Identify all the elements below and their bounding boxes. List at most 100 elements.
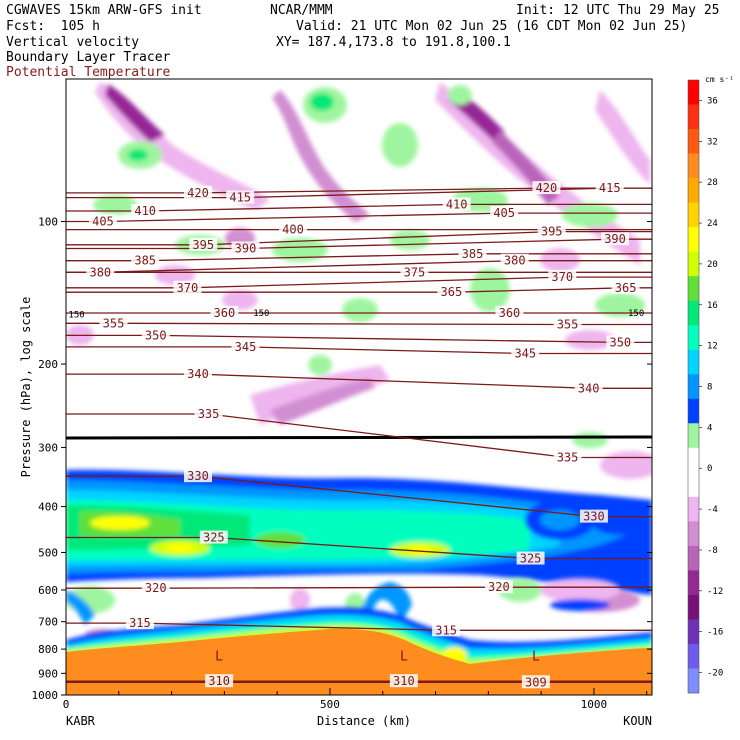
colorbar-swatch [688,545,699,571]
contour-label-bg [199,530,228,544]
contour-labels: 420 415 410 405 400 395 390 385 380 375 370 365 360 3… [68,181,644,689]
contour-label-bg [442,197,471,211]
theta-label: 350 [145,328,167,342]
colorbar-swatch [688,496,699,522]
updraft-cell [308,355,332,375]
theta-label: 375 [404,265,426,279]
downdraft-cell [540,578,620,602]
y-tick-label: 300 [38,441,58,454]
theta-label: 365 [615,281,637,295]
theta-contour [66,322,652,326]
downdraft-cell [600,451,652,479]
colorbar-swatch [688,570,699,596]
tracer-label: 150 [253,309,269,319]
theta-label: 345 [514,347,536,361]
colorbar-swatch [688,668,699,694]
theta-label: 309 [525,675,547,689]
updraft-core [165,544,195,552]
contour-label-bg [458,246,487,260]
contour-label-bg [389,674,418,688]
theta-label: 420 [187,186,209,200]
field-vertical-velocity: Vertical velocity [6,35,140,50]
y-tick-label: 700 [38,616,58,629]
downdraft-cell [222,290,258,310]
contour-label-bg [86,265,115,279]
theta-label: 320 [488,580,510,594]
updraft-core [310,93,334,111]
contour-label-bg [606,335,635,349]
contour-label-bg [279,222,308,236]
contour-label-bg [131,253,160,267]
colorbar-swatch [688,202,699,228]
updraft-cell [93,195,137,215]
updraft-cell [572,432,608,448]
colorbar-swatch [688,276,699,301]
theta-label: 415 [599,181,621,195]
theta-label: 410 [446,197,468,211]
contour-label-bg [553,450,582,464]
org-label: NCAR/MMM [270,3,333,18]
contour-label-bg [495,305,524,319]
colorbar-swatch [688,472,699,498]
contour-label-bg [194,407,223,421]
plume [360,582,412,640]
theta-contour [66,536,652,560]
theta-label: 400 [282,223,304,237]
colorbar-units: cm s⁻¹ [705,75,734,84]
tropospheric-cell [540,510,580,530]
y-tick-label: 600 [38,584,58,597]
tropopause-line [66,435,652,440]
x-tick-label: 0 [63,698,70,711]
theta-label: 325 [203,531,225,545]
theta-label: 395 [192,238,214,252]
contour-label-bg [574,381,603,395]
colorbar-swatch [688,447,699,473]
theta-contour [66,346,652,355]
contour-label-bg [141,328,170,342]
theta-label: 315 [435,623,457,637]
colorbar-swatch [688,227,699,252]
contour-label-bg [183,367,212,381]
y-tick-label: 200 [38,358,58,371]
contour-label-bg [183,185,212,199]
y-tick-label: 400 [38,501,58,514]
y-tick-label: 800 [38,643,58,656]
updraft-cell [272,238,328,262]
colorbar-label: 28 [707,178,718,188]
theta-contour [66,253,652,262]
colorbar: 36 32 28 24 20 16 12 8 4 0 -4 -8 -12 -16 -20 cm s⁻¹ [687,75,734,694]
contour-label-bg [437,285,466,299]
x-tick-label: 500 [320,698,340,711]
colorbar-swatch [688,374,699,400]
contour-label-bg [173,280,202,294]
theta-label: 340 [187,367,209,381]
theta-label: 380 [504,254,526,268]
colorbar-swatch [688,325,699,351]
theta-label: 405 [493,206,515,220]
colorbar-label: 36 [707,96,718,106]
y-tick-label: 900 [38,667,58,680]
colorbar-label: -20 [707,669,723,679]
theta-label: 410 [134,204,156,218]
updraft-cell [342,298,378,322]
theta-label: 390 [604,232,626,246]
contour-label-bg [490,206,519,220]
theta-contour [66,373,652,389]
tracer-label: 150 [628,309,644,319]
y-tick-label: 1000 [32,689,59,702]
theta-label: 355 [103,316,125,330]
theta-label: 395 [541,225,563,239]
model-title: CGWAVES 15km ARW-GFS init [6,3,202,18]
colorbar-swatch [688,251,699,277]
theta-label: 365 [441,285,463,299]
contour-label-bg [226,190,255,204]
contour-label-bg [500,253,529,267]
x-axis-label: Distance (km) [317,714,411,728]
tropospheric-cell [550,599,610,611]
contour-label-bg [521,675,550,689]
contour-label-bg [537,224,566,238]
colorbar-swatch [688,349,699,375]
endpoint-right: KOUN [623,714,652,728]
colorbar-swatch [688,594,699,620]
